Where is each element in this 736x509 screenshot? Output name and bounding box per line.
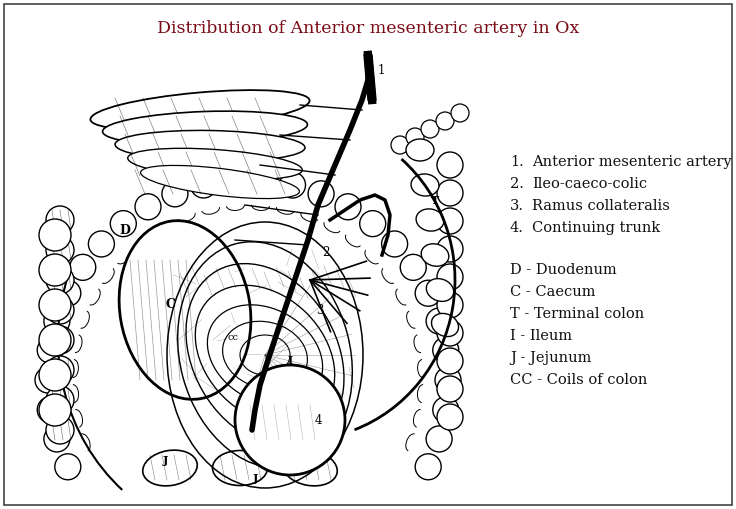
Circle shape — [381, 231, 408, 257]
Text: I - Ileum: I - Ileum — [510, 329, 572, 343]
Ellipse shape — [128, 148, 302, 180]
Circle shape — [88, 231, 114, 257]
Circle shape — [46, 416, 74, 444]
Circle shape — [162, 181, 188, 207]
Text: C - Caecum: C - Caecum — [510, 285, 595, 299]
Text: 2.: 2. — [510, 177, 524, 191]
Ellipse shape — [421, 244, 449, 266]
Circle shape — [135, 194, 161, 220]
Ellipse shape — [411, 174, 439, 196]
Circle shape — [421, 120, 439, 138]
Text: J - Jejunum: J - Jejunum — [510, 351, 591, 365]
Circle shape — [39, 359, 71, 391]
Circle shape — [220, 167, 246, 193]
Ellipse shape — [283, 450, 337, 486]
Circle shape — [44, 308, 70, 334]
Circle shape — [451, 104, 469, 122]
Text: 3.: 3. — [510, 199, 524, 213]
Circle shape — [46, 266, 74, 294]
Circle shape — [437, 404, 463, 430]
Circle shape — [250, 167, 276, 193]
Text: D - Duodenum: D - Duodenum — [510, 263, 617, 277]
Text: 2: 2 — [322, 245, 330, 259]
Circle shape — [400, 254, 426, 280]
Ellipse shape — [91, 90, 310, 130]
Text: cc: cc — [227, 333, 238, 343]
Circle shape — [46, 206, 74, 234]
Circle shape — [437, 292, 463, 318]
Text: I: I — [287, 354, 293, 365]
Circle shape — [437, 236, 463, 262]
Circle shape — [54, 280, 81, 306]
Circle shape — [437, 264, 463, 290]
Circle shape — [426, 426, 452, 452]
Circle shape — [437, 208, 463, 234]
Circle shape — [39, 254, 71, 286]
Ellipse shape — [115, 130, 305, 161]
Ellipse shape — [426, 278, 453, 301]
Circle shape — [437, 376, 463, 402]
Circle shape — [38, 397, 63, 423]
Circle shape — [35, 367, 61, 393]
Circle shape — [110, 211, 136, 237]
Ellipse shape — [102, 111, 308, 145]
Circle shape — [39, 219, 71, 251]
Text: D: D — [119, 223, 130, 237]
Text: Ileo-caeco-colic: Ileo-caeco-colic — [532, 177, 647, 191]
Circle shape — [44, 426, 70, 452]
Text: Distribution of Anterior mesenteric artery in Ox: Distribution of Anterior mesenteric arte… — [157, 20, 579, 37]
Circle shape — [391, 136, 409, 154]
Text: C: C — [165, 298, 175, 312]
Ellipse shape — [416, 209, 444, 231]
Text: 1.: 1. — [510, 155, 524, 169]
Circle shape — [39, 324, 71, 356]
Circle shape — [308, 181, 334, 207]
Circle shape — [435, 367, 461, 393]
Circle shape — [191, 172, 216, 198]
Circle shape — [46, 386, 74, 414]
Ellipse shape — [406, 139, 434, 161]
Text: 4.: 4. — [510, 221, 524, 235]
Text: Continuing trunk: Continuing trunk — [532, 221, 660, 235]
Circle shape — [54, 454, 81, 480]
Circle shape — [406, 128, 424, 146]
Circle shape — [46, 356, 74, 384]
Text: J: J — [252, 472, 258, 484]
Circle shape — [38, 337, 63, 363]
Text: 3: 3 — [316, 303, 324, 317]
Circle shape — [436, 112, 454, 130]
Circle shape — [70, 254, 96, 280]
Circle shape — [39, 289, 71, 321]
Text: Ramus collateralis: Ramus collateralis — [532, 199, 670, 213]
Circle shape — [437, 348, 463, 374]
Ellipse shape — [119, 220, 251, 400]
Circle shape — [235, 365, 345, 475]
Circle shape — [280, 172, 305, 198]
Circle shape — [437, 152, 463, 178]
Ellipse shape — [431, 314, 459, 336]
Circle shape — [433, 397, 459, 423]
Text: J: J — [163, 455, 168, 466]
Circle shape — [415, 454, 441, 480]
Circle shape — [46, 296, 74, 324]
Text: Anterior mesenteric artery: Anterior mesenteric artery — [532, 155, 732, 169]
Text: 4: 4 — [315, 413, 322, 427]
Circle shape — [433, 337, 459, 363]
Text: CC - Coils of colon: CC - Coils of colon — [510, 373, 648, 387]
Ellipse shape — [143, 450, 197, 486]
Circle shape — [426, 308, 452, 334]
Circle shape — [415, 280, 441, 306]
Circle shape — [437, 320, 463, 346]
Text: T - Terminal colon: T - Terminal colon — [510, 307, 644, 321]
Circle shape — [46, 236, 74, 264]
Circle shape — [335, 194, 361, 220]
Circle shape — [39, 394, 71, 426]
Circle shape — [360, 211, 386, 237]
Circle shape — [437, 180, 463, 206]
Ellipse shape — [213, 450, 267, 486]
Text: 1: 1 — [378, 64, 386, 76]
Circle shape — [46, 326, 74, 354]
Text: T: T — [431, 194, 439, 206]
Ellipse shape — [141, 165, 300, 199]
